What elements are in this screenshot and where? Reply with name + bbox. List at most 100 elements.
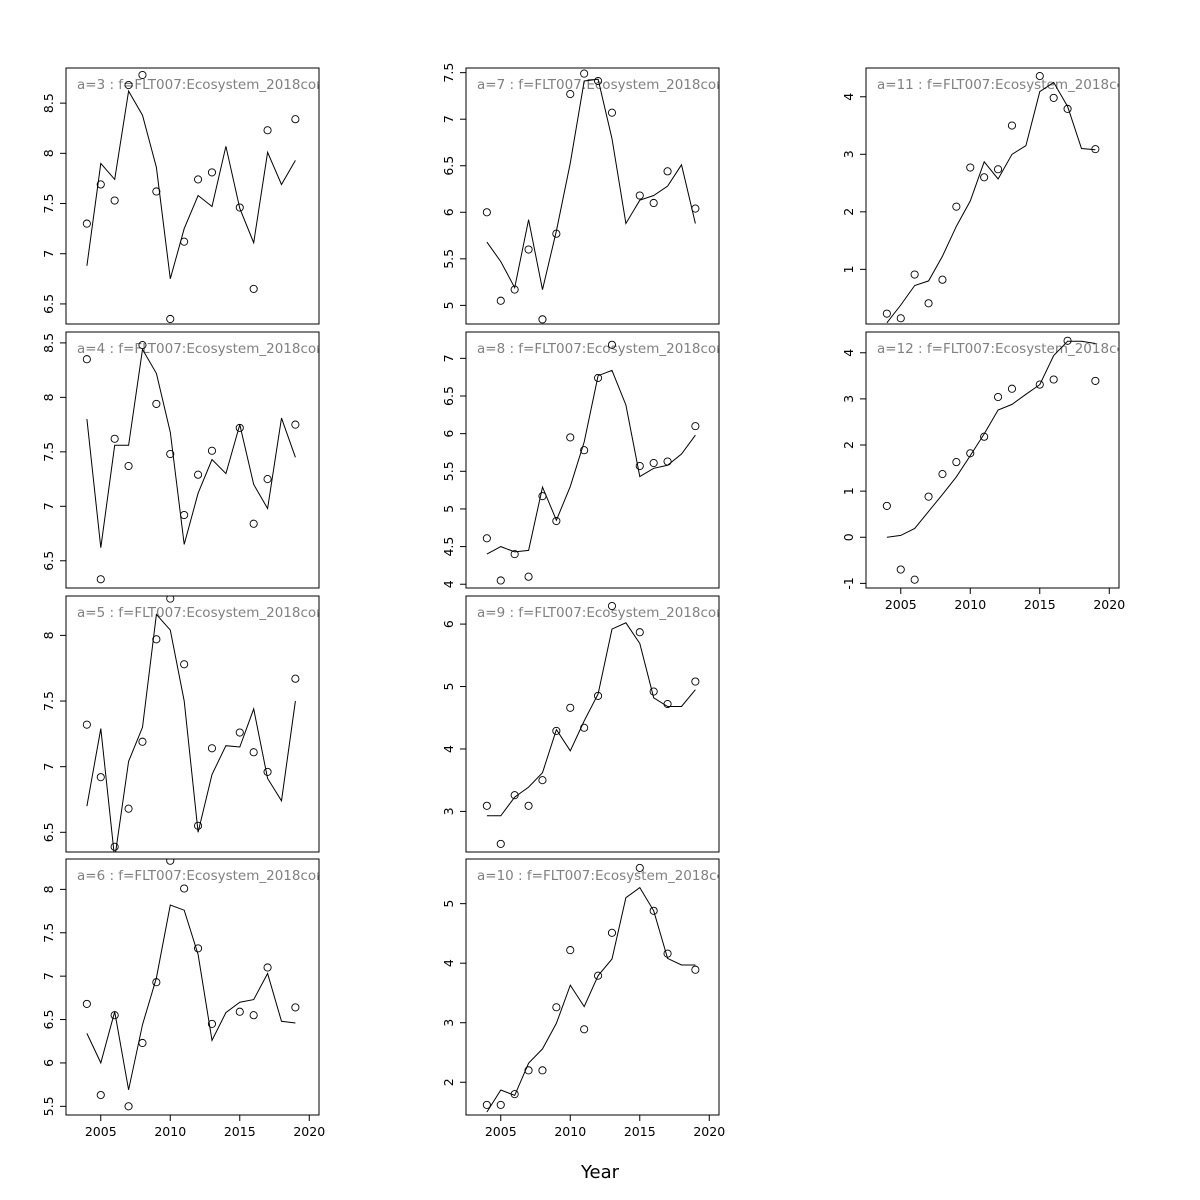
observed-point [235, 203, 244, 212]
observed-point [663, 457, 672, 466]
observed-point [152, 187, 161, 196]
y-tick-label: 4 [841, 93, 856, 101]
observed-point [1063, 104, 1072, 113]
observed-point [96, 180, 105, 189]
observed-point [1091, 376, 1100, 385]
observed-point [580, 723, 589, 732]
y-tick-label: 5 [441, 505, 456, 513]
observed-point [110, 842, 119, 851]
observed-point [166, 449, 175, 459]
y-tick-label: 7.5 [41, 194, 56, 214]
observed-point [882, 501, 891, 510]
observed-point [496, 296, 505, 305]
observed-point [263, 126, 272, 135]
fitted-line [486, 622, 696, 817]
fitted-line [86, 89, 296, 279]
y-tick-label: 5.5 [441, 461, 456, 481]
observed-point [194, 821, 203, 830]
panel-frame [465, 858, 720, 1116]
observed-point [910, 575, 919, 584]
observed-point [594, 691, 603, 700]
observed-point [980, 432, 989, 441]
observed-point [82, 219, 91, 228]
observed-point [510, 791, 519, 800]
observed-point [496, 576, 505, 585]
observed-point [952, 458, 961, 467]
y-tick-label: 2 [441, 1078, 456, 1086]
fitted-line [86, 347, 296, 548]
observed-point [207, 446, 217, 455]
observed-point [194, 944, 203, 953]
observed-point [896, 565, 905, 574]
y-tick-label: 5 [441, 301, 456, 309]
y-tick-label: 8.5 [41, 333, 56, 353]
plot-area [82, 596, 300, 852]
x-tick-label: 2015 [224, 1124, 256, 1139]
x-tick-label: 2015 [624, 1124, 656, 1139]
observed-point [649, 198, 658, 208]
observed-point [82, 720, 91, 729]
observed-point [166, 859, 175, 865]
observed-point [580, 69, 589, 78]
observed-point [524, 1066, 533, 1075]
y-tick-label: 7.5 [41, 923, 56, 943]
observed-point [566, 946, 575, 955]
x-tick-label: 2010 [954, 597, 986, 612]
y-tick-label: 4 [441, 580, 456, 588]
panel-title: a=8 : f=FLT007:Ecosystem_2018cor [477, 341, 722, 357]
observed-point [1007, 384, 1017, 393]
observed-point [207, 168, 217, 177]
panel-title: a=5 : f=FLT007:Ecosystem_2018cor [77, 605, 322, 621]
observed-point [291, 674, 300, 683]
observed-point [607, 340, 617, 349]
fitted-line [486, 369, 696, 555]
y-tick-label: 8.5 [41, 93, 56, 113]
plot-area [482, 863, 700, 1113]
fitted-line [86, 613, 296, 852]
observed-point [524, 245, 533, 254]
observed-point [649, 687, 658, 696]
fitted-line [486, 886, 696, 1113]
y-tick-label: 3 [441, 1019, 456, 1027]
panel-title: a=10 : f=FLT007:Ecosystem_2018cor [477, 868, 731, 884]
observed-point [1049, 375, 1058, 384]
panel: a=5 : f=FLT007:Ecosystem_2018cor 6.5 7 7.5 8 [41, 595, 322, 853]
observed-point [482, 208, 491, 217]
observed-point [994, 165, 1003, 174]
observed-point [510, 550, 519, 559]
panel: a=4 : f=FLT007:Ecosystem_2018cor 6.5 7 7.5 8… [41, 331, 320, 589]
observed-point [924, 492, 933, 501]
observed-point [96, 575, 105, 584]
x-tick-label: 2005 [885, 597, 917, 612]
observed-point [552, 516, 561, 526]
observed-point [138, 1038, 147, 1048]
y-tick-label: 1 [841, 265, 856, 273]
panel-title: a=6 : f=FLT007:Ecosystem_2018cor [77, 868, 322, 884]
y-tick-label: 7.5 [41, 442, 56, 462]
x-tick-label: 2020 [293, 1124, 325, 1139]
observed-point [938, 275, 947, 284]
panel: a=11 : f=FLT007:Ecosystem_2018cor 1 2 3 4 [841, 67, 1120, 325]
panel: a=7 : f=FLT007:Ecosystem_2018cor55.566.5… [441, 63, 720, 325]
y-tick-label: 5 [441, 900, 456, 908]
y-tick-label: 4.5 [441, 537, 456, 557]
observed-point [138, 737, 147, 746]
observed-point [194, 470, 203, 479]
y-tick-label: 6 [441, 208, 456, 216]
fitted-line [886, 81, 1096, 324]
observed-point [263, 963, 272, 972]
observed-point [82, 999, 91, 1008]
x-tick-label: 2020 [693, 1124, 725, 1139]
y-tick-label: 8 [41, 885, 56, 893]
observed-point [538, 776, 547, 785]
y-tick-label: 6.5 [41, 551, 56, 571]
y-tick-label: 7 [41, 972, 56, 980]
observed-point [1091, 145, 1100, 154]
observed-point [249, 284, 258, 293]
y-tick-label: 8 [41, 149, 56, 157]
observed-point [594, 76, 603, 86]
observed-point [607, 601, 617, 611]
observed-point [924, 299, 933, 308]
y-tick-label: 2 [841, 208, 856, 216]
